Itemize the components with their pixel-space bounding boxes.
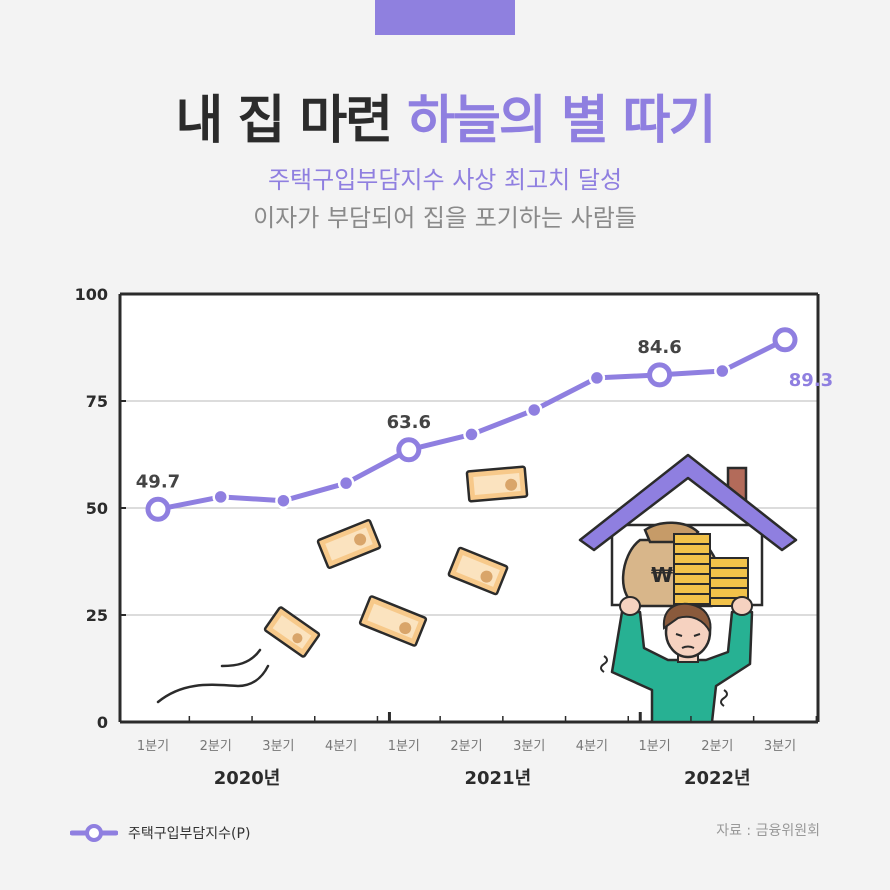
coin-stack-icon (673, 533, 749, 607)
y-tick-label: 50 (86, 499, 108, 518)
highlight-point (396, 437, 422, 463)
banknote-icon (447, 546, 509, 596)
y-tick-labels: 0 25 50 75 100 (75, 285, 108, 732)
x-tick-label: 1분기 (638, 739, 670, 754)
legend: 주택구입부담지수(P) (70, 818, 250, 848)
year-label: 2020년 (214, 768, 281, 789)
data-label: 63.6 (387, 412, 431, 433)
x-tick-label: 2분기 (200, 739, 232, 754)
subtitle-primary: 주택구입부담지수 사상 최고치 달성 (267, 166, 623, 194)
legend-marker (70, 824, 118, 842)
x-tick-label: 4분기 (325, 739, 357, 754)
data-point (588, 369, 606, 387)
x-tick-label: 3분기 (513, 739, 545, 754)
x-tick-label: 1분기 (137, 739, 169, 754)
legend-label: 주택구입부담지수(P) (128, 826, 251, 842)
data-labels: 49.7 63.6 84.6 89.3 (136, 337, 833, 492)
x-tick-label: 2분기 (701, 739, 733, 754)
y-tick-label: 0 (97, 713, 108, 732)
data-point (212, 488, 229, 506)
title-accent: 하늘의 별 따기 (407, 91, 716, 151)
won-sign: ₩ (651, 563, 673, 587)
page-title: 내 집 마련 하늘의 별 따기 (0, 78, 890, 153)
x-tick-label: 4분기 (576, 739, 608, 754)
data-points (145, 327, 798, 522)
banknote-icon (358, 595, 428, 647)
motion-lines (156, 648, 270, 704)
x-tick-label: 3분기 (764, 739, 796, 754)
highlight-point (647, 362, 673, 388)
x-tick-label: 1분기 (388, 739, 420, 754)
data-label: 49.7 (136, 471, 180, 492)
y-tick-label: 75 (86, 392, 108, 411)
gridlines (120, 293, 818, 723)
year-label: 2022년 (684, 768, 751, 789)
subtitle-secondary: 이자가 부담되어 집을 포기하는 사람들 (253, 204, 637, 232)
year-label: 2021년 (465, 768, 532, 789)
y-tick-label: 25 (86, 606, 108, 625)
banknote-icon (263, 606, 321, 658)
highlight-point (772, 327, 798, 353)
data-label: 89.3 (789, 370, 833, 391)
data-point (275, 492, 292, 509)
data-point (714, 362, 731, 380)
x-tick-labels: 1분기 2분기 3분기 4분기 1분기 2분기 3분기 4분기 1분기 2분기 3분기 (137, 712, 818, 754)
highlight-point (145, 496, 171, 522)
banknote-icon (316, 518, 382, 570)
data-point (463, 426, 480, 443)
data-point (525, 401, 543, 419)
data-label: 84.6 (637, 337, 681, 358)
x-tick-label: 2분기 (450, 739, 482, 754)
y-tick-label: 100 (75, 285, 108, 304)
top-tab-decoration (375, 0, 515, 35)
title-main: 내 집 마련 (175, 91, 394, 151)
person-illustration (600, 596, 754, 724)
banknote-icon (465, 465, 529, 503)
data-point (337, 474, 355, 492)
year-labels: 2020년 2021년 2022년 (214, 768, 751, 789)
x-tick-label: 3분기 (262, 739, 294, 754)
source-note: 자료 : 금융위원회 (716, 823, 820, 839)
